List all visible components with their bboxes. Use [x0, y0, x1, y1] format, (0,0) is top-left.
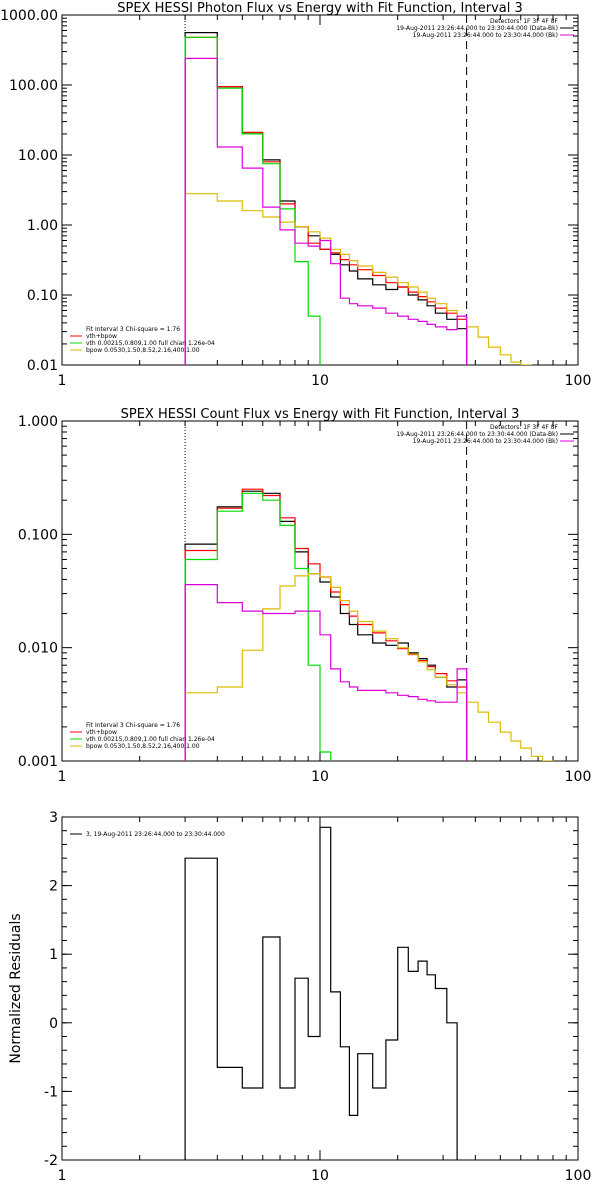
- x-tick-label: 10: [311, 373, 329, 389]
- series-3-19-aug-2011-23-26-44-000-to-23-30-44-000: [184, 826, 458, 1160]
- y-tick-label: 0.100: [18, 527, 58, 543]
- x-tick-label: 10: [311, 769, 329, 785]
- y-tick-label: 3: [49, 810, 58, 826]
- y-tick-label: 100.00: [9, 78, 58, 94]
- series-data-bk: [184, 32, 468, 365]
- legend-bottomleft-entry: vth+bpow: [86, 333, 117, 340]
- legend-bottomleft-entry: vth 0.00215,0.809,1.00 full chian 1.26e-…: [86, 340, 215, 347]
- chart-title: SPEX HESSI Count Flux vs Energy with Fit…: [121, 407, 520, 422]
- y-tick-label: 0.10: [27, 288, 58, 304]
- y-tick-label: 1: [49, 947, 58, 963]
- legend-topright-entry: Detectors: 1F 3F 4F 8F: [490, 424, 559, 431]
- y-axis-label: Normalized Residuals: [8, 913, 24, 1063]
- series-vth-bpow: [184, 36, 468, 365]
- y-tick-label: 1000.00: [0, 8, 58, 24]
- chart-title: SPEX HESSI Photon Flux vs Energy with Fi…: [117, 1, 523, 16]
- legend-topright-entry: 19-Aug-2011 23:26:44.000 to 23:30:44.000…: [413, 438, 558, 445]
- x-tick-label: 100: [565, 1168, 592, 1184]
- series-data-bk: [184, 490, 468, 761]
- chart-panel-2: SPEX HESSI Count Flux vs Energy with Fit…: [18, 407, 591, 785]
- legend-topright-entry: 19-Aug-2011 23:26:44.000 to 23:30:44.000…: [413, 32, 558, 39]
- series-vth: [184, 492, 332, 761]
- x-tick-label: 1: [58, 1168, 67, 1184]
- chart-panel-1: SPEX HESSI Photon Flux vs Energy with Fi…: [0, 1, 591, 389]
- legend-topright-entry: 19-Aug-2011 23:26:44.000 to 23:30:44.000…: [396, 25, 558, 32]
- y-tick-label: 0.001: [18, 754, 58, 770]
- legend-bottomleft-entry: Fit Interval 3 Chi-square = 1.76: [86, 326, 180, 333]
- legend-bottomleft-entry: vth+bpow: [86, 729, 117, 736]
- y-tick-label: 10.00: [18, 148, 58, 164]
- y-tick-label: 0: [49, 1016, 58, 1032]
- y-tick-label: -2: [44, 1153, 58, 1169]
- legend-topright-entry: Detectors: 1F 3F 4F 8F: [490, 18, 559, 25]
- y-tick-label: 2: [49, 879, 58, 895]
- chart-panel-3: 1 10 100 -2 -1 0 1 2 3 Normalized Residuals 3, 19-…: [8, 810, 591, 1184]
- series-group: [184, 32, 532, 365]
- series-group: [184, 488, 554, 761]
- plot-frame: [61, 14, 579, 366]
- series-bk: [184, 584, 468, 761]
- series-vth-bpow: [184, 488, 468, 761]
- series-group: [184, 826, 458, 1160]
- y-tick-label: -1: [44, 1084, 58, 1100]
- series-bk: [184, 57, 468, 365]
- y-tick-label: 0.010: [18, 641, 58, 657]
- series-bpow: [184, 573, 554, 761]
- series-bpow: [184, 193, 532, 365]
- x-tick-label: 10: [311, 1168, 329, 1184]
- legend-bottomleft-entry: Fit Interval 3 Chi-square = 1.76: [86, 722, 180, 729]
- y-tick-label: 1.00: [27, 218, 58, 234]
- x-tick-label: 100: [565, 373, 592, 389]
- legend-bottomleft-entry: vth 0.00215,0.809,1.00 full chian 1.26e-…: [86, 736, 215, 743]
- y-tick-label: 0.01: [27, 358, 58, 374]
- series-vth: [184, 36, 321, 365]
- legend-topright-entry: 19-Aug-2011 23:26:44.000 to 23:30:44.000…: [396, 431, 558, 438]
- x-tick-label: 1: [58, 769, 67, 785]
- legend-topleft-entry: 3, 19-Aug-2011 23:26:44.000 to 23:30:44.…: [86, 831, 225, 838]
- legend-bottomleft-entry: bpow 0.0530,1.50,8.52,2.16,400,1.00: [86, 743, 200, 750]
- legend-bottomleft-entry: bpow 0.0530,1.50,8.52,2.16,400,1.00: [86, 347, 200, 354]
- x-tick-label: 1: [58, 373, 67, 389]
- x-tick-label: 100: [565, 769, 592, 785]
- y-tick-label: 1.000: [18, 414, 58, 430]
